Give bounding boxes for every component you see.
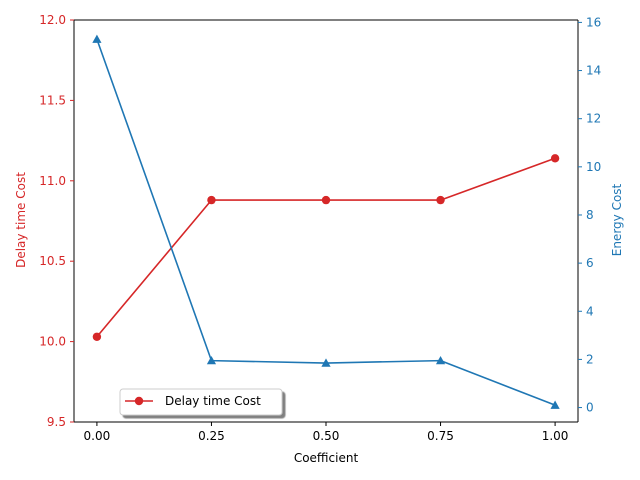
x-tick-label: 0.00 [84, 429, 111, 443]
right-tick-label: 8 [586, 208, 594, 222]
x-tick-label: 0.75 [427, 429, 454, 443]
left-tick-label: 10.5 [39, 254, 66, 268]
left-tick-label: 11.5 [39, 93, 66, 107]
series-2 [92, 34, 560, 409]
series-2-point [206, 356, 217, 365]
right-tick-label: 4 [586, 304, 594, 318]
series-1-point [92, 332, 102, 341]
x-axis-title: Coefficient [294, 451, 359, 465]
right-axis-title: Energy Cost [610, 183, 624, 256]
left-tick-label: 10.0 [39, 335, 66, 349]
series-2-point [92, 34, 102, 43]
series-2-point [435, 356, 446, 365]
legend-box [119, 388, 283, 416]
left-tick-label: 11.0 [39, 174, 66, 188]
series-1 [92, 154, 560, 341]
series-1-point [321, 195, 331, 205]
right-tick-label: 10 [586, 160, 601, 174]
legend: Delay time Cost [119, 388, 283, 416]
legend-entry-label: Delay time Cost [165, 394, 261, 408]
series-1-point [207, 195, 216, 205]
x-tick-label: 0.50 [313, 429, 340, 443]
left-axis-title: Delay time Cost [14, 172, 28, 268]
series-1-point [436, 195, 445, 205]
series-1-point [550, 154, 560, 163]
right-tick-label: 14 [586, 64, 601, 78]
right-tick-label: 2 [586, 352, 594, 366]
legend-marker-swatch [134, 396, 144, 406]
series-1-line [96, 157, 556, 338]
right-tick-label: 0 [586, 401, 594, 415]
series-2-point [321, 358, 331, 367]
right-tick-label: 6 [586, 256, 594, 270]
left-tick-label: 9.5 [47, 415, 66, 429]
x-tick-label: 0.25 [198, 429, 225, 443]
right-tick-label: 16 [586, 15, 601, 29]
left-tick-label: 12.0 [39, 13, 66, 27]
right-tick-label: 12 [586, 112, 601, 126]
series-2-line [96, 38, 556, 406]
x-tick-label: 1.00 [542, 429, 569, 443]
series-2-point [550, 400, 560, 409]
